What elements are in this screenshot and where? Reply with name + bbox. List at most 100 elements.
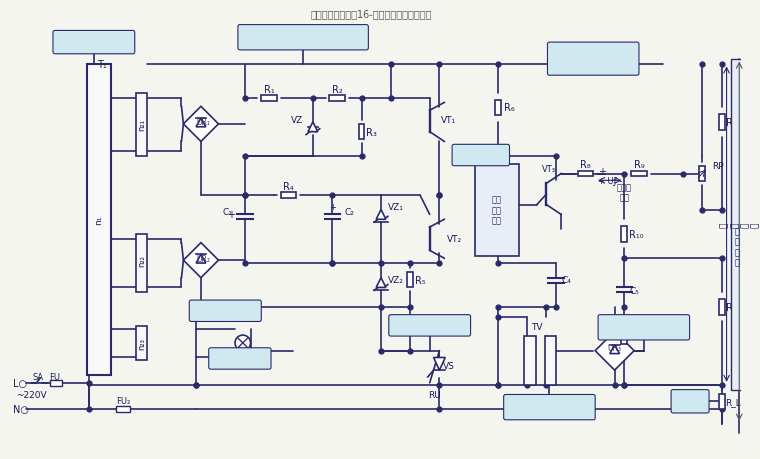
- Bar: [495, 178, 501, 194]
- Text: 梯形波同步电压形成: 梯形波同步电压形成: [279, 34, 328, 43]
- Text: R₁₂: R₁₂: [726, 302, 741, 312]
- Bar: [719, 299, 724, 315]
- Text: SA: SA: [33, 373, 44, 381]
- Text: C₄: C₄: [561, 275, 571, 285]
- Polygon shape: [183, 243, 218, 278]
- Text: VT₃: VT₃: [543, 165, 556, 174]
- Text: C₂: C₂: [344, 207, 354, 217]
- Text: + Uƒ -: + Uƒ -: [597, 176, 622, 185]
- Bar: [116, 406, 130, 412]
- Text: R₁₀: R₁₀: [629, 230, 644, 239]
- Circle shape: [235, 336, 251, 351]
- Text: L○: L○: [13, 378, 27, 388]
- Text: 输
出
电
路: 输 出 电 路: [735, 227, 739, 267]
- Text: RU: RU: [428, 390, 441, 399]
- Bar: [136, 235, 147, 293]
- Text: VZ: VZ: [291, 116, 303, 125]
- Bar: [632, 171, 647, 177]
- Bar: [719, 115, 724, 130]
- Bar: [136, 94, 147, 157]
- Text: R₂: R₂: [332, 84, 343, 95]
- Bar: [578, 171, 594, 177]
- Bar: [407, 272, 413, 288]
- Text: C₁: C₁: [222, 207, 232, 217]
- Text: R₄: R₄: [283, 182, 294, 192]
- Text: +: +: [227, 210, 235, 220]
- Bar: [87, 64, 112, 375]
- Polygon shape: [308, 123, 318, 132]
- Text: UR₃: UR₃: [608, 343, 622, 353]
- Text: TV: TV: [531, 322, 543, 331]
- Text: VZ₂: VZ₂: [388, 275, 404, 285]
- Text: 负
载: 负 载: [688, 392, 692, 411]
- Bar: [261, 95, 277, 101]
- FancyBboxPatch shape: [209, 348, 271, 369]
- Text: RP: RP: [712, 162, 724, 171]
- Bar: [359, 124, 365, 140]
- Text: VT₁: VT₁: [442, 116, 457, 125]
- Text: C₅: C₅: [629, 286, 639, 295]
- Text: ~220V: ~220V: [16, 390, 46, 399]
- Text: UR₂: UR₂: [196, 254, 210, 263]
- Text: n₂₂: n₂₂: [137, 255, 146, 267]
- Text: T₁: T₁: [97, 59, 106, 69]
- Bar: [622, 227, 627, 242]
- Text: 触发脉冲
移相控制: 触发脉冲 移相控制: [582, 50, 604, 69]
- FancyBboxPatch shape: [189, 300, 261, 322]
- Text: n₂₁: n₂₁: [137, 118, 146, 131]
- Bar: [329, 95, 345, 101]
- Polygon shape: [196, 119, 206, 128]
- Polygon shape: [595, 331, 634, 370]
- Text: R_L: R_L: [726, 397, 741, 406]
- Text: R₇: R₇: [504, 181, 515, 191]
- Bar: [476, 164, 519, 257]
- Text: HL: HL: [236, 351, 249, 361]
- Polygon shape: [196, 255, 206, 263]
- Polygon shape: [610, 345, 619, 354]
- Text: VS: VS: [443, 361, 455, 370]
- Text: FU₂: FU₂: [116, 396, 130, 405]
- Text: R₃: R₃: [366, 128, 377, 137]
- Text: VZ₁: VZ₁: [388, 203, 404, 212]
- Bar: [622, 329, 627, 344]
- Text: 负反馈
电压形成: 负反馈 电压形成: [634, 318, 654, 337]
- Bar: [50, 380, 62, 386]
- Text: 主控晶闸管: 主控晶闸管: [417, 321, 442, 330]
- Bar: [280, 193, 296, 198]
- Bar: [545, 336, 556, 385]
- Text: R₁: R₁: [264, 84, 274, 95]
- Text: FU: FU: [49, 373, 61, 381]
- FancyBboxPatch shape: [452, 145, 509, 166]
- Bar: [699, 166, 705, 182]
- Text: 同步管: 同步管: [473, 151, 488, 160]
- Bar: [495, 101, 501, 116]
- Text: 触发
电压
形成: 触发 电压 形成: [492, 195, 502, 225]
- FancyBboxPatch shape: [389, 315, 470, 336]
- Polygon shape: [376, 278, 386, 288]
- FancyBboxPatch shape: [547, 43, 639, 76]
- Text: 直流电源: 直流电源: [215, 307, 236, 316]
- Polygon shape: [183, 107, 218, 142]
- Bar: [719, 394, 724, 409]
- FancyBboxPatch shape: [504, 395, 595, 420]
- Text: R₆: R₆: [504, 103, 515, 113]
- Text: 指示灯: 指示灯: [233, 354, 247, 363]
- Text: n₂₃: n₂₃: [137, 337, 146, 349]
- Polygon shape: [376, 210, 386, 220]
- Text: R₈: R₈: [580, 159, 591, 169]
- Text: 控
制
电
路: 控 制 电 路: [720, 222, 760, 227]
- Text: R₉: R₉: [634, 159, 644, 169]
- Text: N○: N○: [13, 404, 29, 414]
- FancyBboxPatch shape: [598, 315, 689, 340]
- Bar: [136, 327, 147, 361]
- Bar: [731, 60, 749, 390]
- Text: R₅: R₅: [415, 275, 426, 285]
- Text: VT₂: VT₂: [447, 235, 462, 244]
- Polygon shape: [434, 358, 445, 370]
- Text: n₁: n₁: [94, 215, 103, 224]
- Text: +: +: [598, 166, 606, 176]
- Text: 负反馈
电压: 负反馈 电压: [617, 183, 632, 202]
- Text: 控制变压器: 控制变压器: [79, 38, 109, 48]
- Text: 电压负反
馈变压器: 电压负反 馈变压器: [540, 397, 559, 417]
- Text: R₁₃: R₁₃: [629, 331, 644, 341]
